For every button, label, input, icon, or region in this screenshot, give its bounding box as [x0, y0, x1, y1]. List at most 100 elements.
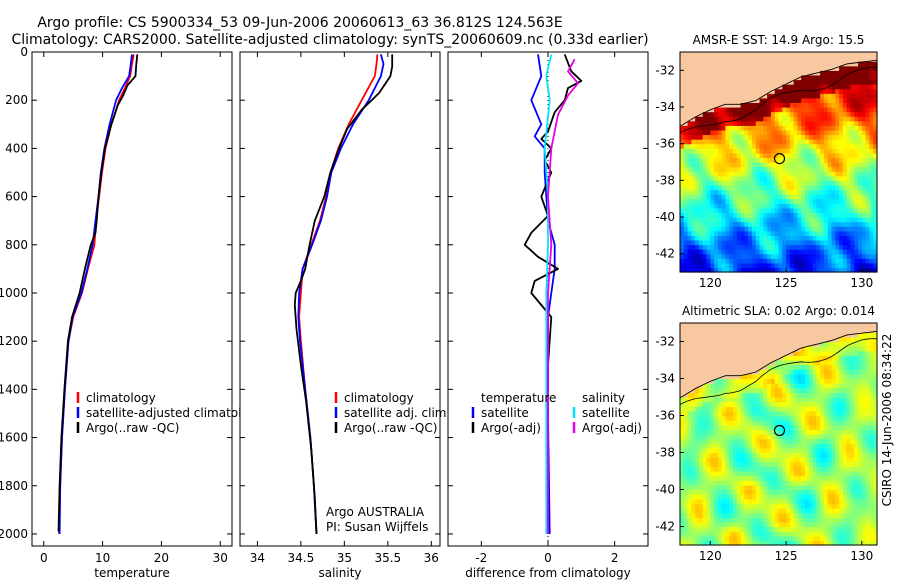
map-cell: [702, 364, 708, 370]
map-cell: [725, 97, 730, 104]
map-cell: [786, 175, 791, 181]
map-cell: [786, 475, 791, 481]
map-cell: [816, 262, 821, 269]
map-cell: [740, 323, 746, 329]
map-cell: [710, 139, 715, 145]
map-cell: [770, 517, 776, 523]
map-cell: [873, 70, 878, 76]
map-cell: [869, 262, 874, 269]
map-cell: [710, 166, 715, 172]
map-cell: [786, 56, 791, 62]
map-cell: [740, 125, 746, 131]
map-cell: [755, 503, 761, 509]
map-cell: [774, 484, 780, 491]
map-cell: [865, 56, 871, 62]
map-cell: [683, 143, 689, 149]
map-cell: [714, 65, 719, 71]
map-cell: [736, 512, 742, 518]
map-cell: [835, 189, 840, 195]
map-cell: [778, 471, 783, 477]
map-cell: [702, 79, 708, 85]
map-cell: [770, 143, 776, 149]
map-cell: [706, 79, 711, 85]
map-cell: [767, 139, 772, 145]
map-cell: [691, 438, 696, 444]
map-cell: [687, 401, 692, 407]
map-cell: [680, 244, 685, 250]
map-cell: [698, 88, 704, 94]
map-cell: [751, 235, 757, 241]
map-cell: [816, 378, 821, 384]
map-cell: [695, 489, 700, 495]
map-cell: [812, 226, 817, 232]
map-cell: [710, 184, 715, 191]
map-cell: [755, 383, 761, 389]
map-cell: [820, 230, 825, 236]
map-cell: [691, 503, 696, 509]
map-cell: [774, 93, 780, 99]
map-cell: [839, 52, 844, 58]
map-cell: [729, 79, 734, 85]
map-cell: [702, 217, 708, 223]
map-cell: [801, 79, 806, 85]
map-cell: [774, 503, 780, 509]
map-cell: [805, 521, 810, 528]
map-cell: [820, 420, 825, 426]
map-cell: [710, 517, 715, 523]
map-cell: [869, 203, 874, 209]
map-cell: [839, 401, 844, 407]
map-cell: [698, 239, 704, 246]
map-cell: [710, 383, 715, 389]
map-cell: [842, 203, 848, 209]
map-cell: [846, 360, 852, 366]
map-cell: [695, 443, 700, 449]
map-cell: [698, 217, 704, 223]
map-cell: [759, 61, 764, 67]
map-cell: [683, 512, 689, 518]
map-cell: [827, 424, 833, 430]
map-cell: [846, 139, 852, 145]
map-cell: [706, 327, 711, 333]
map-cell: [865, 162, 871, 168]
map-cell: [759, 378, 764, 384]
map-cell: [729, 424, 734, 430]
map-cell: [812, 350, 817, 356]
map-cell: [744, 244, 749, 250]
map-cell: [744, 420, 749, 426]
map-cell: [793, 230, 799, 236]
map-cell: [683, 258, 689, 264]
map-cell: [770, 480, 776, 486]
map-cell: [793, 217, 799, 223]
map-cell: [801, 134, 806, 140]
map-cell: [816, 471, 821, 477]
map-cell: [827, 443, 833, 449]
map-cell: [831, 434, 836, 440]
map-cell: [691, 175, 696, 181]
map-cell: [687, 221, 692, 227]
map-cell: [717, 239, 723, 246]
map-cell: [816, 65, 821, 71]
map-cell: [820, 244, 825, 250]
map-cell: [680, 175, 685, 181]
map-cell: [736, 503, 742, 509]
map-cell: [725, 387, 730, 393]
map-cell: [835, 88, 840, 94]
map-cell: [698, 244, 704, 250]
map-cell: [850, 332, 855, 338]
map-cell: [687, 503, 692, 509]
map-cell: [736, 517, 742, 523]
map-cell: [801, 369, 806, 375]
map-cell: [733, 148, 738, 154]
map-cell: [687, 526, 692, 532]
map-cell: [736, 447, 742, 454]
map-cell: [744, 373, 749, 380]
map-cell: [706, 52, 711, 58]
map-cell: [721, 88, 727, 94]
map-cell: [721, 364, 727, 370]
map-cell: [835, 52, 840, 58]
map-cell: [714, 341, 719, 347]
map-cell: [763, 443, 768, 449]
map-cell: [721, 262, 727, 269]
map-cell: [850, 162, 855, 168]
map-cell: [687, 84, 692, 90]
